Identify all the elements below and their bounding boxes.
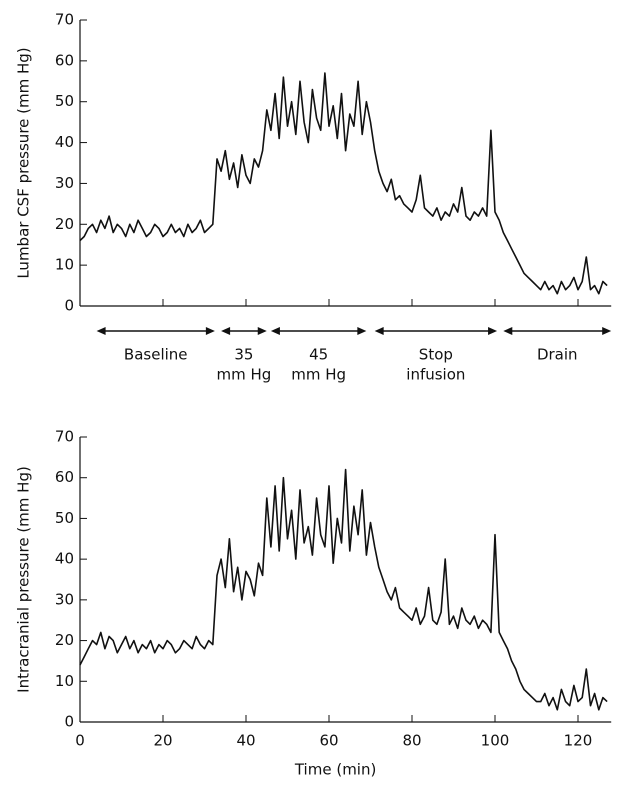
period-label: Drain (537, 346, 578, 364)
y-tick-label: 30 (55, 590, 74, 608)
arrow-head (602, 327, 612, 335)
x-tick-label: 80 (402, 732, 421, 750)
arrow-head (257, 327, 267, 335)
y-tick-label: 70 (55, 428, 74, 446)
period-label: 45 (309, 346, 328, 364)
x-tick-label: 40 (236, 732, 255, 750)
y-tick-label: 50 (55, 509, 74, 527)
y-axis-label: Lumbar CSF pressure (mm Hg) (15, 47, 33, 278)
x-axis-label: Time (min) (294, 761, 376, 779)
x-tick-label: 0 (75, 732, 85, 750)
period-label: 35 (234, 346, 253, 364)
period-label: infusion (406, 366, 465, 384)
y-axis-label: Intracranial pressure (mm Hg) (15, 466, 33, 693)
y-tick-label: 40 (55, 133, 74, 151)
period-label: Baseline (124, 346, 188, 364)
x-tick-label: 20 (153, 732, 172, 750)
pressure-line (79, 72, 608, 295)
y-tick-label: 40 (55, 550, 74, 568)
y-tick-label: 20 (55, 215, 74, 233)
arrow-head (357, 327, 367, 335)
arrow-head (270, 327, 280, 335)
pressure-line (79, 468, 608, 711)
y-tick-label: 30 (55, 174, 74, 192)
y-tick-label: 50 (55, 92, 74, 110)
y-tick-label: 10 (55, 256, 74, 274)
period-label: mm Hg (217, 366, 272, 384)
arrow-head (503, 327, 513, 335)
y-tick-label: 20 (55, 631, 74, 649)
y-tick-label: 10 (55, 672, 74, 690)
period-label: Stop (419, 346, 453, 364)
arrow-head (374, 327, 384, 335)
y-tick-label: 0 (64, 713, 74, 731)
arrow-head (221, 327, 231, 335)
y-tick-label: 60 (55, 468, 74, 486)
x-tick-label: 100 (481, 732, 510, 750)
arrow-head (488, 327, 498, 335)
arrow-head (96, 327, 106, 335)
period-label: mm Hg (291, 366, 346, 384)
x-tick-label: 120 (564, 732, 593, 750)
x-tick-label: 60 (319, 732, 338, 750)
y-tick-label: 0 (64, 297, 74, 315)
arrow-head (205, 327, 215, 335)
y-tick-label: 70 (55, 11, 74, 29)
y-tick-label: 60 (55, 51, 74, 69)
